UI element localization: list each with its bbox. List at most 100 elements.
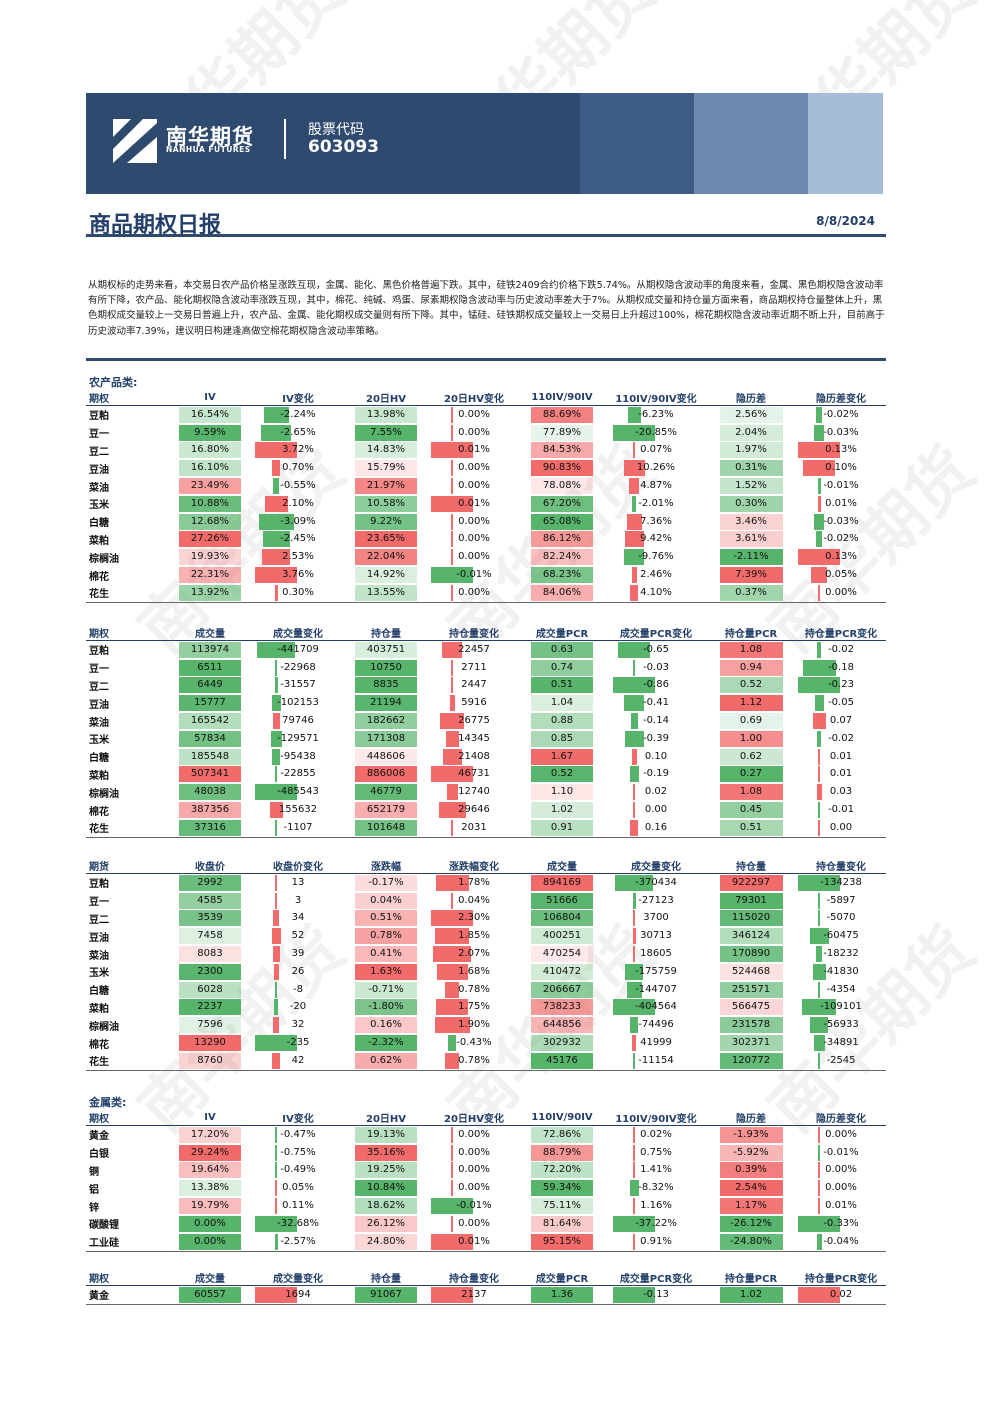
table-row: 玉米 10.88% 2.10% 10.58% 0.01% 67.20% -2.01% 0.30… bbox=[86, 495, 886, 513]
table-cell: 0.00% bbox=[166, 1215, 254, 1233]
cell-value: 1.90% bbox=[430, 1017, 518, 1034]
table-row: 豆粕 16.54% -2.24% 13.98% 0.00% 88.69% -6.23% 2.5… bbox=[86, 406, 886, 424]
cell-value: 30713 bbox=[606, 928, 706, 945]
cell-value: 4.10% bbox=[606, 584, 706, 601]
cell-value: 22.04% bbox=[355, 549, 417, 566]
nanhua-logo-icon bbox=[113, 119, 157, 163]
cell-value: 23.65% bbox=[355, 531, 417, 548]
table-cell: 644856 bbox=[518, 1016, 606, 1034]
column-header: 持仓量PCR bbox=[706, 1270, 796, 1286]
row-label: 铝 bbox=[89, 1184, 99, 1196]
table-cell: 1.08 bbox=[706, 783, 796, 801]
cell-value: -0.02 bbox=[796, 641, 886, 658]
table-cell: -0.41 bbox=[606, 694, 706, 712]
table-cell: 1.75% bbox=[430, 999, 518, 1017]
table-cell: 24.80% bbox=[342, 1232, 430, 1252]
table-cell: -2.65% bbox=[254, 424, 342, 442]
cell-value: 0.10% bbox=[796, 460, 886, 477]
cell-value: 2992 bbox=[179, 874, 241, 891]
row-label: 菜油 bbox=[89, 482, 109, 494]
cell-value: 302371 bbox=[719, 1035, 783, 1052]
cell-value: 922297 bbox=[719, 874, 783, 891]
table-row: 棕榈油 48038 -485543 46779 12740 1.10 0.02 1.08 0.0… bbox=[86, 783, 886, 801]
row-label: 豆油 bbox=[89, 699, 109, 711]
cell-value: 6511 bbox=[179, 659, 241, 676]
cell-value: -0.02% bbox=[796, 531, 886, 548]
table-cell: 0.16 bbox=[606, 818, 706, 838]
cell-value: 2137 bbox=[430, 1286, 518, 1303]
banner-stripe bbox=[694, 93, 808, 194]
cell-value: 1.04 bbox=[531, 695, 593, 712]
table-cell: -3.09% bbox=[254, 513, 342, 531]
table-cell: 0.85 bbox=[518, 730, 606, 748]
cell-value: 13.92% bbox=[179, 584, 241, 601]
row-label: 豆二 bbox=[89, 681, 109, 693]
table-cell: 2.54% bbox=[706, 1179, 796, 1197]
cell-value: -2.24% bbox=[254, 406, 342, 423]
cell-value: -5.92% bbox=[719, 1144, 783, 1161]
cell-value: 0.30% bbox=[254, 584, 342, 601]
table-cell: 21.97% bbox=[342, 477, 430, 495]
cell-value: 10.84% bbox=[355, 1180, 417, 1197]
cell-value: 13 bbox=[254, 874, 342, 891]
cell-value: 0.04% bbox=[355, 892, 417, 909]
table-cell: 0.00% bbox=[430, 1179, 518, 1197]
table-cell: 2711 bbox=[430, 659, 518, 677]
cell-value: 9.22% bbox=[355, 513, 417, 530]
table-cell: 72.20% bbox=[518, 1162, 606, 1180]
table-cell: -0.43% bbox=[430, 1034, 518, 1052]
table-cell: 65.08% bbox=[518, 513, 606, 531]
cell-value: -2.65% bbox=[254, 424, 342, 441]
table-cell: -2.01% bbox=[606, 495, 706, 513]
row-label: 菜粕 bbox=[89, 770, 109, 782]
table-cell: 1.04 bbox=[518, 694, 606, 712]
cell-value: 0.51 bbox=[531, 677, 593, 694]
table-cell: 10.58% bbox=[342, 495, 430, 513]
table-cell: 1.17% bbox=[706, 1197, 796, 1215]
cell-value: 7.55% bbox=[355, 424, 417, 441]
row-label: 菜粕 bbox=[89, 1003, 109, 1015]
table-cell: -0.01% bbox=[430, 566, 518, 584]
cell-value: -0.14 bbox=[606, 713, 706, 730]
cell-value: 13.38% bbox=[179, 1180, 241, 1197]
row-label: 棉花 bbox=[89, 1039, 109, 1051]
cell-value: 470254 bbox=[531, 946, 593, 963]
cell-value: -0.19 bbox=[606, 766, 706, 783]
table-cell: 27.26% bbox=[166, 531, 254, 549]
cell-value: 18.62% bbox=[355, 1198, 417, 1215]
table-cell: 0.91 bbox=[518, 818, 606, 838]
table-cell: 22.31% bbox=[166, 566, 254, 584]
row-label: 豆二 bbox=[89, 446, 109, 458]
row-label: 黄金 bbox=[86, 1285, 166, 1305]
cell-value: 1.12 bbox=[719, 695, 783, 712]
table-row: 棕榈油 19.93% 2.53% 22.04% 0.00% 82.24% -9.76% -2.… bbox=[86, 548, 886, 566]
table-cell: -1107 bbox=[254, 818, 342, 838]
row-label: 棕榈油 bbox=[89, 553, 119, 565]
table-cell: 35.16% bbox=[342, 1144, 430, 1162]
cell-value: 0.11% bbox=[254, 1198, 342, 1215]
cell-value: 0.00% bbox=[430, 460, 518, 477]
row-label: 玉米 bbox=[89, 968, 109, 980]
table-cell: 10750 bbox=[342, 659, 430, 677]
cell-value: 10.26% bbox=[606, 460, 706, 477]
table-cell: 106804 bbox=[518, 910, 606, 928]
cell-value: 2447 bbox=[430, 677, 518, 694]
cell-value: 90.83% bbox=[531, 460, 593, 477]
metal-section: 金属类: 期权 IV IV变化 20日HV 20日HV变化 110IV/90IV 110IV… bbox=[86, 1096, 886, 1252]
column-header: 持仓量 bbox=[342, 625, 430, 641]
table-cell: 0.01 bbox=[796, 766, 886, 784]
table-cell: 0.01% bbox=[796, 1197, 886, 1215]
cell-value: -0.71% bbox=[355, 981, 417, 998]
cell-value: 3.76% bbox=[254, 567, 342, 584]
cell-value: -2.57% bbox=[254, 1233, 342, 1250]
cell-value: 16.80% bbox=[179, 442, 241, 459]
table-cell: -0.75% bbox=[254, 1144, 342, 1162]
table-cell: -2.32% bbox=[342, 1034, 430, 1052]
cell-value: 51666 bbox=[531, 892, 593, 909]
row-label: 棉花 bbox=[89, 806, 109, 818]
metal-volume-table: 期权 成交量 成交量变化 持仓量 持仓量变化 成交量PCR 成交量PCR变化 持仓量PCR 持仓… bbox=[86, 1270, 886, 1305]
cell-value: 8835 bbox=[355, 677, 417, 694]
cell-value: -144707 bbox=[606, 981, 706, 998]
table-cell: 90.83% bbox=[518, 459, 606, 477]
table-cell: -129571 bbox=[254, 730, 342, 748]
